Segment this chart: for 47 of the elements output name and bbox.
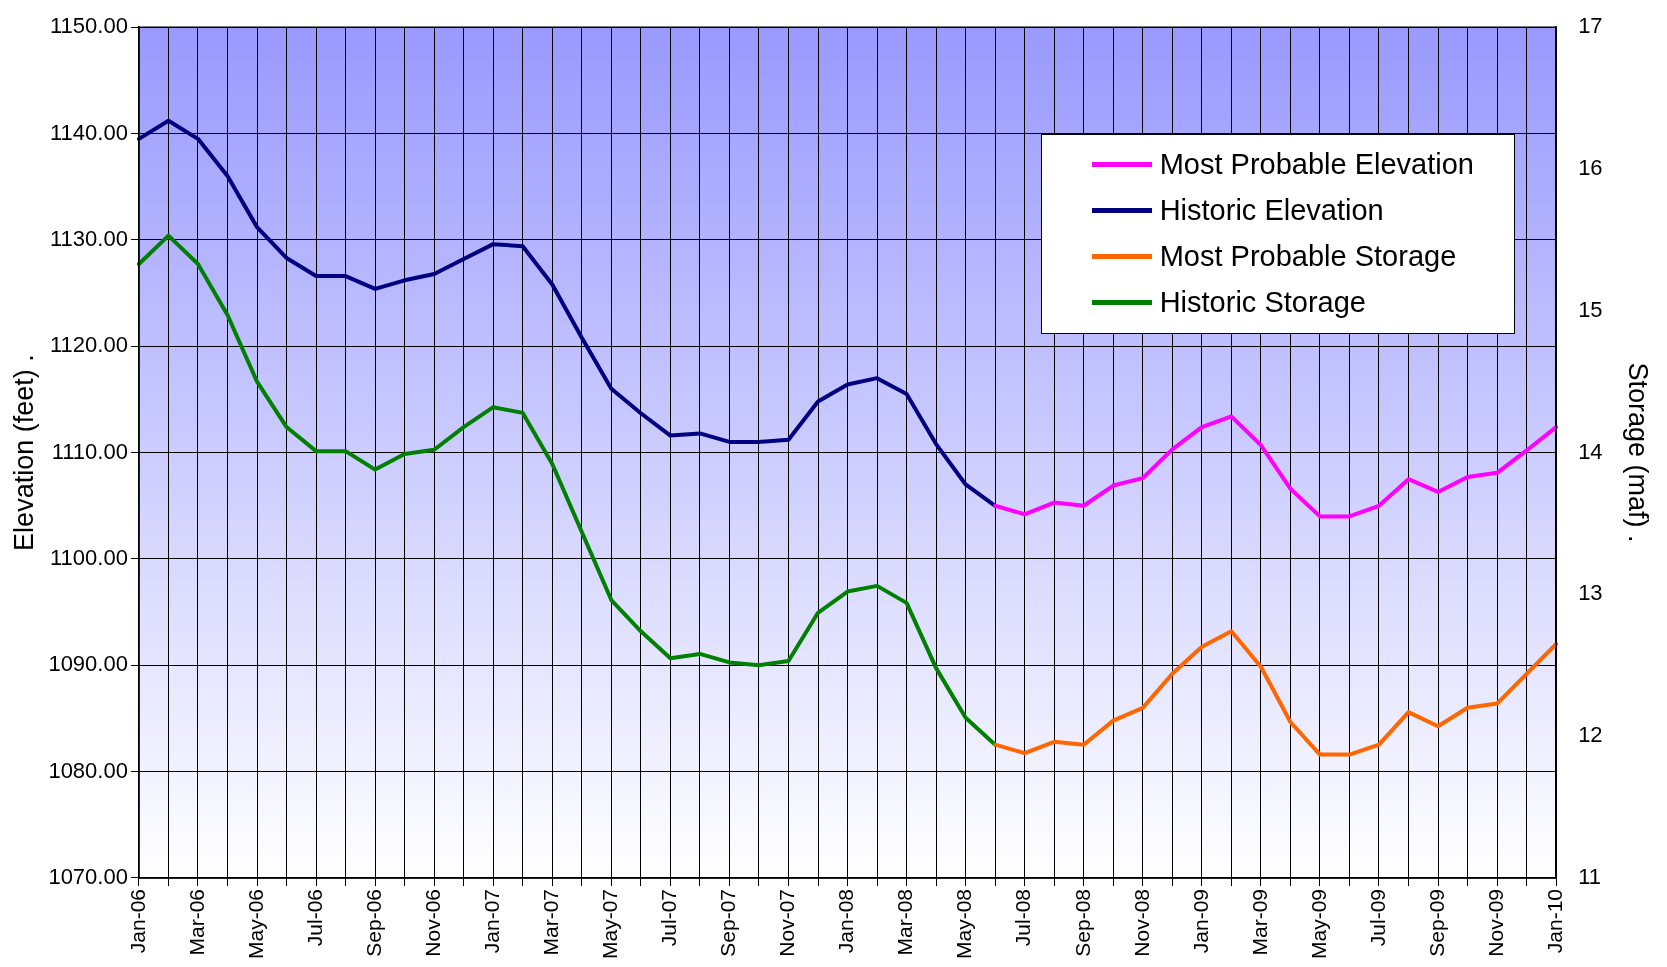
y-tick-label: 1110.00 — [51, 438, 128, 464]
x-tick-label: Mar-06 — [184, 888, 208, 956]
x-tick-label: Nov-07 — [775, 888, 799, 957]
y-axis-title: Elevation (feet) . — [8, 354, 39, 551]
y2-tick-label: 14 — [1578, 438, 1603, 464]
x-tick-label: Sep-09 — [1424, 888, 1448, 957]
x-tick-label: Sep-07 — [716, 888, 740, 957]
y2-tick-label: 13 — [1578, 580, 1603, 606]
x-tick-label: Jan-07 — [480, 888, 504, 954]
x-tick-label: Nov-06 — [420, 888, 444, 957]
y2-tick-label: 16 — [1578, 155, 1603, 181]
y-tick-label: 1100.00 — [50, 545, 128, 570]
y-tick-label: 1080.00 — [48, 757, 128, 783]
x-tick-label: Sep-06 — [361, 888, 385, 957]
x-tick-label: Jul-08 — [1011, 888, 1035, 947]
legend-label: Most Probable Storage — [1159, 239, 1457, 273]
y-tick-label: 1070.00 — [48, 864, 128, 890]
x-tick-label: Jan-06 — [125, 888, 149, 954]
x-tick-label: May-07 — [598, 888, 622, 960]
legend-label: Most Probable Elevation — [1159, 147, 1474, 181]
x-tick-label: Sep-08 — [1070, 888, 1094, 957]
x-tick-label: Jul-07 — [657, 888, 681, 947]
y-tick-label: 1120.00 — [50, 332, 128, 358]
x-tick-label: Jan-10 — [1542, 888, 1566, 954]
y2-tick-label: 12 — [1578, 722, 1603, 748]
legend-label: Historic Storage — [1159, 285, 1366, 319]
legend-label: Historic Elevation — [1159, 193, 1384, 227]
y2-axis-title: Storage (maf) . — [1623, 362, 1654, 543]
x-tick-label: May-08 — [952, 888, 976, 960]
y-tick-label: 1130.00 — [50, 225, 128, 251]
y-tick-label: 1140.00 — [50, 119, 128, 145]
x-tick-label: Jan-09 — [1188, 888, 1212, 954]
y-tick-label: 1150.00 — [50, 13, 128, 39]
x-tick-label: Mar-08 — [893, 888, 917, 956]
y2-tick-label: 17 — [1578, 13, 1603, 39]
x-tick-label: Nov-09 — [1483, 888, 1507, 957]
x-tick-label: Jul-06 — [302, 888, 326, 947]
y2-tick-label: 15 — [1578, 296, 1603, 322]
y-tick-label: 1090.00 — [48, 651, 128, 677]
x-tick-label: Jan-08 — [834, 888, 858, 954]
x-tick-label: Jul-09 — [1365, 888, 1389, 947]
y2-tick-label: 11 — [1578, 864, 1601, 890]
x-tick-label: Mar-09 — [1247, 888, 1271, 956]
x-tick-label: Mar-07 — [539, 888, 563, 956]
x-tick-label: May-06 — [243, 888, 267, 960]
x-tick-label: Nov-08 — [1129, 888, 1153, 957]
x-tick-label: May-09 — [1306, 888, 1330, 960]
